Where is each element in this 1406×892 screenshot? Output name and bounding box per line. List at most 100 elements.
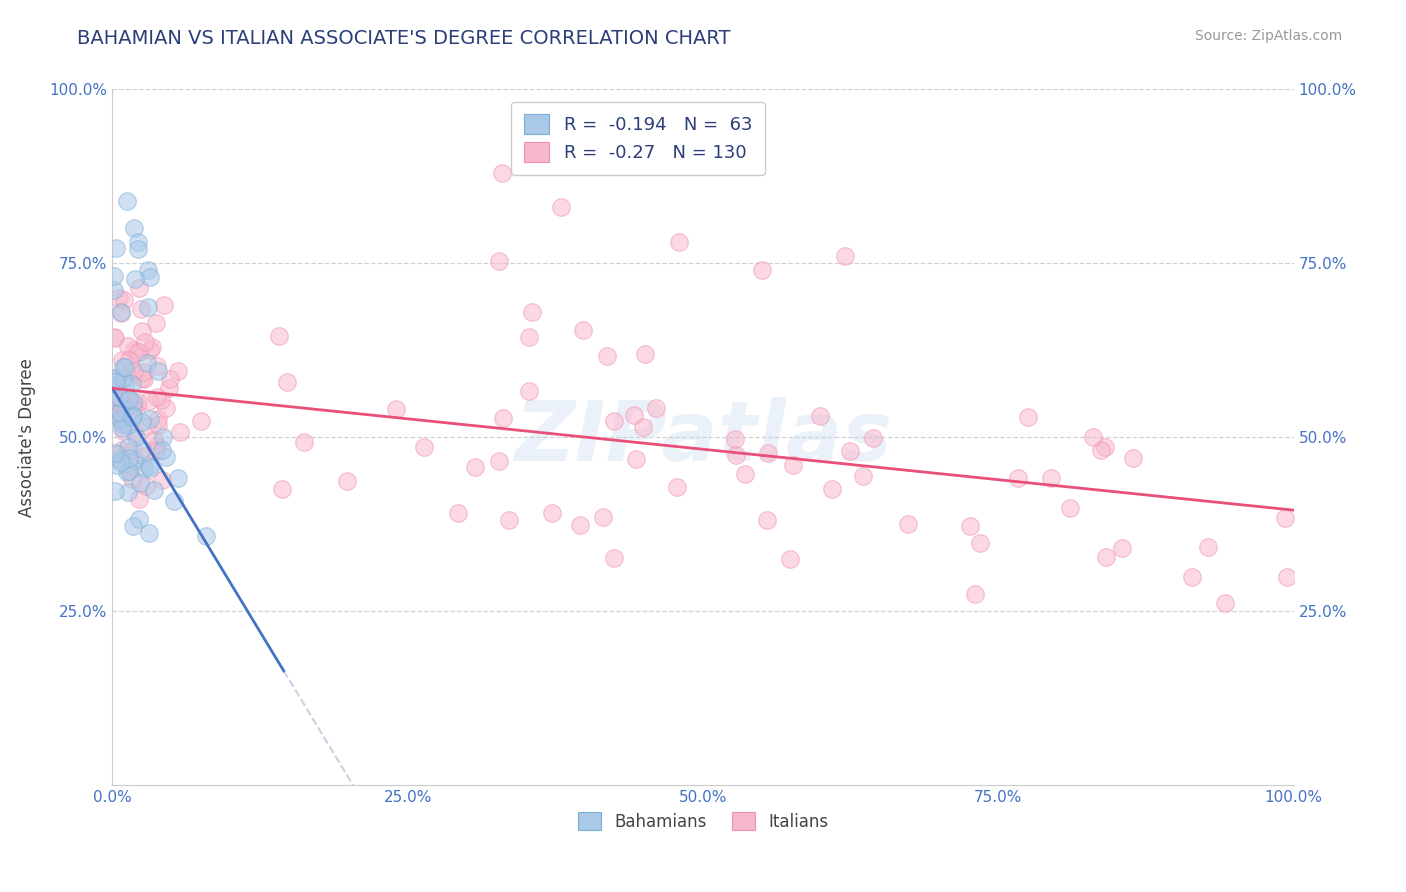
Point — [725, 448, 748, 462]
Point — [122, 519, 145, 533]
Point — [128, 492, 150, 507]
Point — [1017, 409, 1039, 424]
Point — [117, 417, 139, 432]
Point — [103, 283, 125, 297]
Point — [125, 344, 148, 359]
Point — [665, 480, 688, 494]
Point — [159, 372, 181, 386]
Point — [108, 411, 131, 425]
Point — [145, 439, 167, 453]
Point — [107, 409, 129, 423]
Point — [734, 467, 756, 482]
Point — [110, 410, 132, 425]
Point — [169, 425, 191, 439]
Point — [127, 235, 149, 250]
Point — [146, 411, 169, 425]
Point — [117, 339, 139, 353]
Point — [464, 460, 486, 475]
Point — [519, 384, 541, 399]
Point — [412, 440, 434, 454]
Point — [498, 513, 520, 527]
Point — [121, 362, 143, 376]
Point — [631, 420, 654, 434]
Point — [821, 482, 844, 496]
Point — [128, 512, 150, 526]
Point — [149, 393, 172, 408]
Point — [136, 300, 159, 314]
Point — [756, 446, 779, 460]
Point — [623, 408, 645, 422]
Point — [108, 452, 131, 467]
Point — [838, 443, 860, 458]
Point — [107, 381, 129, 395]
Point — [122, 401, 145, 415]
Point — [131, 442, 153, 457]
Point — [103, 378, 125, 392]
Point — [122, 453, 145, 467]
Point — [134, 335, 156, 350]
Point — [138, 393, 160, 408]
Point — [103, 390, 125, 404]
Point — [128, 475, 150, 490]
Point — [112, 293, 135, 307]
Point — [1094, 440, 1116, 454]
Point — [1122, 450, 1144, 465]
Point — [117, 485, 139, 500]
Text: ZIPatlas: ZIPatlas — [515, 397, 891, 477]
Point — [132, 365, 155, 379]
Point — [541, 506, 564, 520]
Point — [108, 291, 131, 305]
Point — [127, 242, 149, 256]
Point — [756, 513, 779, 527]
Point — [150, 442, 173, 457]
Point — [122, 221, 145, 235]
Point — [447, 506, 470, 520]
Point — [1181, 570, 1204, 584]
Point — [491, 166, 513, 180]
Point — [138, 461, 160, 475]
Point — [104, 374, 127, 388]
Point — [1111, 541, 1133, 555]
Point — [603, 550, 626, 565]
Point — [111, 401, 134, 415]
Point — [121, 443, 143, 458]
Point — [276, 375, 298, 389]
Point — [112, 416, 135, 430]
Point — [153, 298, 176, 312]
Text: BAHAMIAN VS ITALIAN ASSOCIATE'S DEGREE CORRELATION CHART: BAHAMIAN VS ITALIAN ASSOCIATE'S DEGREE C… — [77, 29, 731, 48]
Point — [644, 401, 666, 415]
Point — [145, 443, 167, 458]
Point — [634, 347, 657, 361]
Point — [1274, 511, 1296, 525]
Point — [122, 364, 145, 378]
Point — [114, 377, 136, 392]
Point — [108, 405, 131, 419]
Point — [148, 364, 170, 378]
Point — [120, 459, 142, 474]
Point — [141, 340, 163, 354]
Point — [110, 306, 132, 320]
Y-axis label: Associate's Degree: Associate's Degree — [18, 358, 35, 516]
Point — [121, 410, 143, 425]
Point — [136, 263, 159, 277]
Point — [166, 471, 188, 485]
Point — [194, 529, 217, 543]
Point — [596, 349, 619, 363]
Point — [568, 518, 591, 533]
Point — [139, 343, 162, 358]
Point — [488, 454, 510, 468]
Point — [138, 458, 160, 473]
Point — [122, 425, 145, 439]
Point — [111, 417, 134, 431]
Point — [668, 235, 690, 250]
Point — [117, 441, 139, 455]
Point — [571, 323, 593, 337]
Point — [103, 331, 125, 345]
Point — [115, 465, 138, 479]
Point — [834, 249, 856, 263]
Point — [112, 424, 135, 438]
Point — [125, 400, 148, 414]
Point — [105, 371, 128, 385]
Point — [132, 460, 155, 475]
Point — [115, 400, 138, 414]
